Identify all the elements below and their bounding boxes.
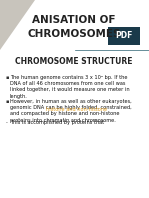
Text: PDF: PDF xyxy=(115,31,133,41)
Text: ▪: ▪ xyxy=(6,75,9,80)
Text: This is accomplished by proteins that: This is accomplished by proteins that xyxy=(10,120,104,125)
Text: CHROMOSOMES: CHROMOSOMES xyxy=(27,29,121,39)
Text: -: - xyxy=(6,120,8,125)
Text: ANISATION OF: ANISATION OF xyxy=(32,15,116,25)
Text: However, in human as well as other eukaryotes,
genomic DNA can be highly folded,: However, in human as well as other eukar… xyxy=(10,99,132,123)
Text: The human genome contains 3 x 10⁹ bp. If the
DNA of all 46 chromosomes from one : The human genome contains 3 x 10⁹ bp. If… xyxy=(10,75,130,99)
Polygon shape xyxy=(0,0,35,50)
Bar xyxy=(108,27,140,45)
Bar xyxy=(0,0,149,50)
Text: CHROMOSOME STRUCTURE: CHROMOSOME STRUCTURE xyxy=(15,56,133,66)
Bar xyxy=(0,50,149,198)
Text: histone and non-histone: histone and non-histone xyxy=(46,107,108,112)
Text: ▪: ▪ xyxy=(6,99,9,104)
